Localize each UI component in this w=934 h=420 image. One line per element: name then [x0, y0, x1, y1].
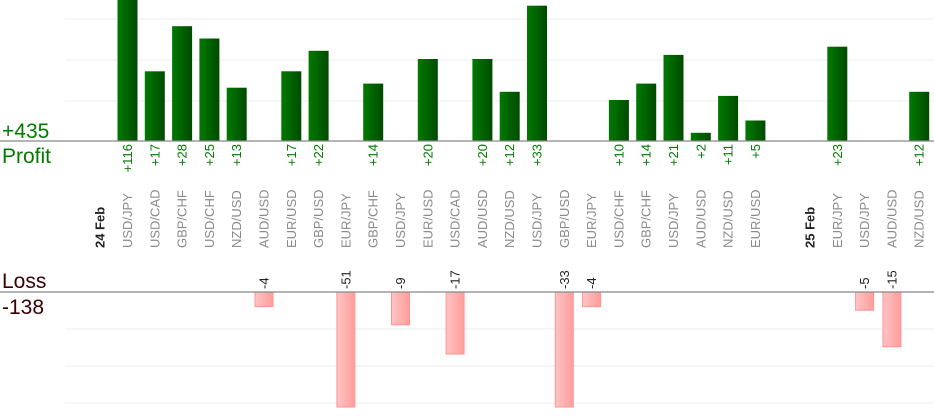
pair-label: USD/JPY	[393, 193, 408, 248]
profit-bar	[144, 71, 165, 141]
profit-value-label: +11	[721, 144, 736, 165]
profit-value-label: +20	[475, 144, 490, 166]
profit-bar	[281, 71, 302, 141]
profit-bar	[718, 95, 739, 141]
pair-label: NZD/USD	[502, 190, 517, 248]
date-label: 25 Feb	[803, 207, 818, 248]
profit-total: +435	[2, 120, 49, 143]
profit-bar	[308, 50, 329, 141]
bars	[117, 0, 930, 408]
pair-label: USD/CAD	[448, 189, 463, 248]
loss-bar	[254, 291, 274, 308]
profit-value-label: +12	[912, 144, 927, 166]
pair-label: EUR/JPY	[584, 193, 599, 248]
pair-label: AUD/USD	[884, 189, 899, 248]
pair-label: USD/CHF	[202, 190, 217, 248]
pair-label: GBP/USD	[557, 189, 572, 248]
profit-bar	[226, 87, 247, 141]
pair-label: NZD/USD	[229, 190, 244, 248]
profit-bar	[172, 26, 193, 142]
loss-value-label: -4	[584, 277, 599, 289]
profit-bar	[745, 120, 766, 141]
loss-bar	[582, 291, 602, 308]
pair-label: EUR/JPY	[338, 193, 353, 248]
loss-value-label: -51	[338, 270, 353, 289]
loss-label: Loss	[2, 270, 46, 293]
profit-bar	[199, 38, 220, 141]
loss-bar	[855, 291, 875, 311]
loss-value-label: -5	[857, 277, 872, 289]
profit-value-label: +12	[502, 144, 517, 166]
pair-label: NZD/USD	[912, 190, 927, 248]
pair-label: USD/CAD	[147, 189, 162, 248]
pair-label: NZD/USD	[721, 190, 736, 248]
profit-bar	[117, 0, 138, 141]
pair-label: USD/JPY	[530, 193, 545, 248]
pair-label: AUD/USD	[257, 189, 272, 248]
pair-label: EUR/USD	[284, 189, 299, 248]
profit-value-label: +10	[611, 144, 626, 166]
profit-bar	[909, 91, 930, 141]
profit-bar	[663, 54, 684, 141]
profit-value-label: +22	[311, 144, 326, 166]
profit-value-label: +14	[366, 144, 381, 166]
profit-value-label: +14	[639, 144, 654, 166]
loss-bar	[391, 291, 410, 326]
profit-value-label: +20	[420, 144, 435, 166]
date-label: 24 Feb	[93, 207, 108, 248]
loss-bar	[445, 291, 465, 355]
pair-label: EUR/JPY	[830, 193, 845, 248]
profit-value-label: +13	[229, 144, 244, 166]
pair-label: GBP/CHF	[175, 190, 190, 248]
profit-value-label: +21	[666, 144, 681, 166]
profit-bar	[527, 5, 547, 142]
profit-value-label: +2	[693, 144, 708, 159]
profit-value-label: +23	[830, 144, 845, 166]
pair-label: USD/JPY	[120, 193, 135, 248]
profit-value-label: +17	[284, 144, 299, 166]
profit-value-label: +116	[120, 144, 135, 172]
loss-bar	[336, 291, 356, 408]
loss-value-label: -15	[884, 270, 899, 289]
pair-label: EUR/USD	[748, 189, 763, 248]
profit-bar	[608, 100, 629, 141]
pair-label: USD/CHF	[611, 190, 626, 248]
loss-bar	[554, 291, 574, 408]
loss-value-label: -4	[257, 277, 272, 289]
loss-value-label: -17	[448, 270, 463, 289]
pair-label: AUD/USD	[693, 189, 708, 248]
profit-bar	[636, 83, 657, 141]
profit-bar	[417, 59, 438, 141]
profit-value-label: +17	[147, 144, 162, 166]
pair-label: USD/JPY	[666, 193, 681, 248]
labels: 24 Feb USD/JPY +116 USD/CAD +17 GBP/CHF +28 USD…	[93, 144, 927, 289]
pair-label: GBP/CHF	[639, 190, 654, 248]
profit-bar	[690, 132, 711, 141]
pair-label: USD/JPY	[857, 193, 872, 248]
loss-total: -138	[2, 296, 44, 319]
profit-value-label: +33	[530, 144, 545, 166]
loss-value-label: -33	[557, 270, 572, 289]
pair-label: AUD/USD	[475, 189, 490, 248]
loss-value-label: -9	[393, 277, 408, 289]
profit-value-label: +5	[748, 144, 763, 159]
loss-bar	[882, 291, 902, 348]
profit-value-label: +28	[175, 144, 190, 166]
pair-label: GBP/CHF	[366, 190, 381, 248]
pair-label: GBP/USD	[311, 189, 326, 248]
profit-label: Profit	[2, 145, 51, 168]
profit-bar	[827, 46, 848, 142]
profit-bar	[472, 59, 493, 141]
profit-value-label: +25	[202, 144, 217, 166]
profit-bar	[363, 83, 384, 141]
profit-bar	[499, 91, 520, 141]
pair-label: EUR/USD	[420, 189, 435, 248]
